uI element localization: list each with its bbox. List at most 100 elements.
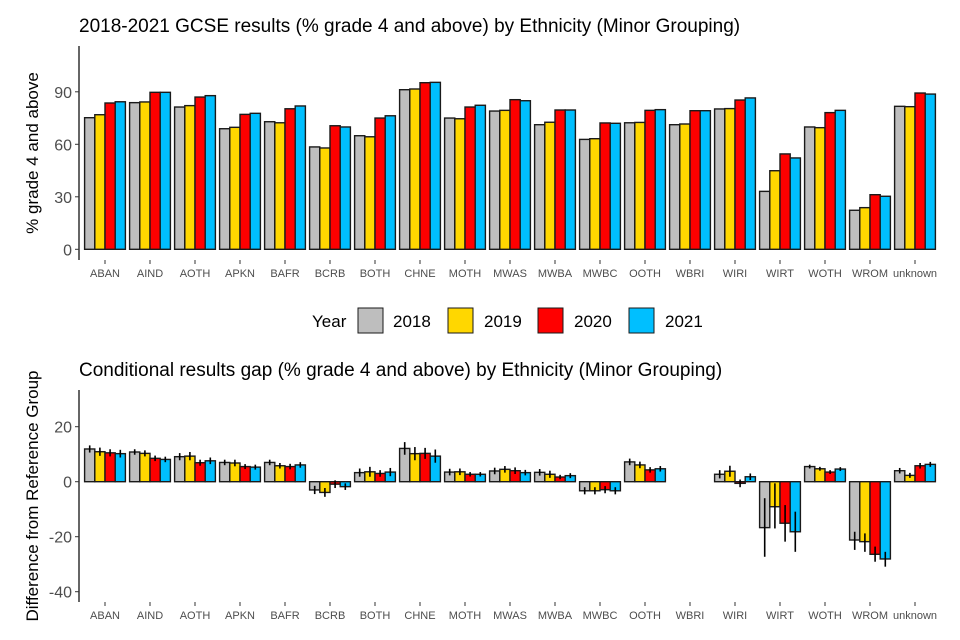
- top-y-tick-label: 30: [54, 190, 72, 207]
- bar-apkn-2020: [239, 113, 251, 251]
- top-x-tick-label-mwbc: MWBC: [583, 268, 618, 280]
- bar-aind-2018: [128, 101, 141, 250]
- top-x-tick-label-both: BOTH: [360, 268, 391, 280]
- bar-wirt-2019: [769, 170, 781, 251]
- top-chart-y-axis-label: % grade 4 and above: [23, 72, 42, 234]
- bar-apkn-2018: [218, 461, 231, 483]
- bottom-chart-title: Conditional results gap (% grade 4 and a…: [79, 360, 722, 381]
- top-x-tick-label-ooth: OOTH: [629, 268, 661, 280]
- bar-wiri-2019: [724, 107, 736, 250]
- bar-woth-2018: [803, 126, 816, 250]
- bar-both-2020: [374, 117, 386, 251]
- bar-unknown-2019: [904, 105, 916, 251]
- legend-item-2020: 2020: [537, 307, 612, 334]
- legend-swatch-2019: [447, 307, 474, 334]
- bottom-chart-x-ticks: ABAN AIND AOTH APKN BAFR BCRB BOTH CHNE MOTH MWAS…: [90, 602, 937, 622]
- top-y-tick-label: 0: [63, 242, 72, 259]
- top-y-tick-label: 60: [54, 137, 72, 154]
- bar-bafr-2021: [294, 105, 307, 250]
- bar-aban-2021: [114, 452, 127, 483]
- top-chart-bars: [83, 81, 937, 251]
- bottom-y-tick-label: -20: [49, 530, 72, 547]
- top-x-tick-label-chne: CHNE: [404, 268, 435, 280]
- bar-ooth-2021: [654, 108, 667, 250]
- bottom-x-tick-label-apkn: APKN: [225, 610, 255, 622]
- legend-label-2020: 2020: [574, 312, 612, 331]
- bar-woth-2019: [814, 468, 826, 483]
- top-x-tick-label-aban: ABAN: [90, 268, 120, 280]
- bar-mwbc-2020: [599, 122, 611, 250]
- bar-chne-2020: [419, 81, 431, 251]
- bar-bafr-2019: [274, 122, 286, 251]
- bar-wiri-2018: [713, 108, 726, 251]
- bottom-x-tick-label-wiri: WIRI: [723, 610, 747, 622]
- top-x-tick-label-wbri: WBRI: [676, 268, 705, 280]
- bottom-x-tick-label-both: BOTH: [360, 610, 391, 622]
- bar-apkn-2021: [249, 112, 262, 251]
- bar-aind-2020: [149, 91, 161, 251]
- bar-aind-2020: [149, 457, 161, 483]
- bar-wrom-2018: [848, 481, 861, 541]
- bar-moth-2021: [474, 104, 487, 250]
- bar-both-2021: [384, 115, 397, 250]
- bottom-x-tick-label-mwba: MWBA: [538, 610, 573, 622]
- bar-mwbc-2019: [589, 137, 601, 250]
- bar-mwbc-2018: [578, 138, 591, 250]
- bottom-x-tick-label-mwas: MWAS: [493, 610, 527, 622]
- bottom-x-tick-label-aban: ABAN: [90, 610, 120, 622]
- bottom-x-tick-label-bafr: BAFR: [270, 610, 299, 622]
- bar-aind-2021: [159, 91, 172, 251]
- bar-moth-2020: [464, 106, 476, 250]
- legend-swatch-2021: [628, 307, 655, 334]
- bar-aind-2018: [128, 451, 141, 483]
- bar-aban-2021: [114, 101, 127, 250]
- bar-wrom-2019: [859, 481, 871, 543]
- top-x-tick-label-wrom: WROM: [852, 268, 888, 280]
- bar-unknown-2020: [914, 92, 926, 250]
- bottom-chart-bars: [83, 447, 937, 560]
- top-chart-title: 2018-2021 GCSE results (% grade 4 and ab…: [79, 16, 740, 37]
- bar-wbri-2019: [679, 123, 691, 251]
- bar-woth-2020: [824, 111, 836, 251]
- bar-aoth-2020: [194, 96, 206, 251]
- bar-bcrb-2020: [329, 125, 341, 251]
- bar-mwba-2018: [533, 123, 546, 250]
- bar-unknown-2021: [924, 93, 937, 251]
- bar-woth-2019: [814, 126, 826, 251]
- bar-aban-2020: [104, 102, 116, 251]
- bar-mwas-2020: [509, 98, 521, 251]
- bottom-chart-error-bars: [88, 442, 932, 567]
- top-x-tick-label-apkn: APKN: [225, 268, 255, 280]
- bar-mwas-2018: [488, 110, 501, 251]
- bottom-y-tick-label: 0: [63, 475, 72, 492]
- top-x-tick-label-wirt: WIRT: [766, 268, 794, 280]
- bottom-x-tick-label-wrom: WROM: [852, 610, 888, 622]
- top-x-tick-label-bafr: BAFR: [270, 268, 299, 280]
- legend: Year 2018 2019 2020 2021: [312, 307, 703, 334]
- top-x-tick-label-woth: WOTH: [808, 268, 842, 280]
- bottom-y-tick-label: 20: [54, 420, 72, 437]
- bar-apkn-2018: [218, 128, 231, 251]
- top-x-tick-label-unknown: unknown: [893, 268, 937, 280]
- legend-label-2021: 2021: [665, 312, 703, 331]
- top-y-tick-label: 90: [54, 85, 72, 102]
- bar-aban-2019: [94, 451, 106, 483]
- bottom-x-tick-label-ooth: OOTH: [629, 610, 661, 622]
- bar-wrom-2019: [859, 206, 871, 250]
- bar-bcrb-2019: [319, 147, 331, 251]
- bottom-x-tick-label-aind: AIND: [137, 610, 163, 622]
- bottom-x-tick-label-aoth: AOTH: [180, 610, 211, 622]
- bottom-x-tick-label-wbri: WBRI: [676, 610, 705, 622]
- top-x-tick-label-bcrb: BCRB: [315, 268, 346, 280]
- bar-wbri-2020: [689, 109, 701, 251]
- bar-mwba-2019: [544, 121, 556, 251]
- bar-unknown-2018: [893, 105, 906, 251]
- legend-item-2019: 2019: [447, 307, 522, 334]
- top-x-tick-label-wiri: WIRI: [723, 268, 747, 280]
- bar-aban-2018: [83, 116, 96, 251]
- bottom-x-tick-label-woth: WOTH: [808, 610, 842, 622]
- bar-wrom-2020: [869, 481, 881, 556]
- bar-ooth-2019: [634, 121, 646, 251]
- bar-both-2019: [364, 136, 376, 250]
- bar-wrom-2020: [869, 193, 881, 250]
